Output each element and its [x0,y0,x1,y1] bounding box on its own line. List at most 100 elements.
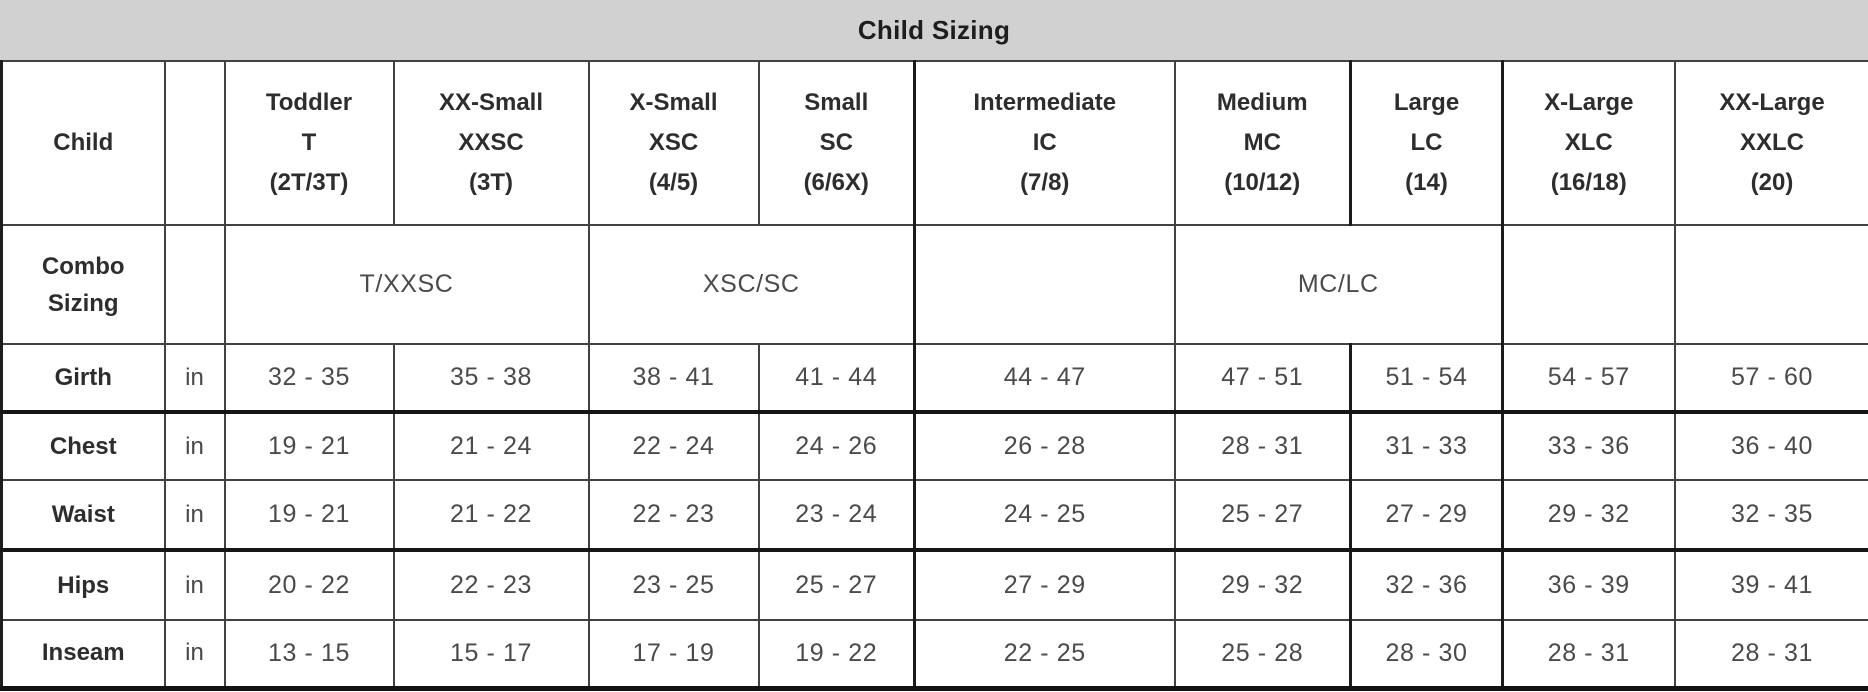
size-range: (16/18) [1550,169,1627,196]
size-code: XSC [648,129,699,156]
value-cell: 28 - 31 [1173,411,1352,481]
size-name: Intermediate [973,89,1117,116]
value-cell: 20 - 22 [223,549,395,621]
value-cell: 39 - 41 [1673,549,1868,621]
value-cell: 27 - 29 [913,549,1176,621]
size-code: XXLC [1739,129,1804,156]
table-row-inseam: Inseam in 13 - 15 15 - 17 17 - 19 19 - 2… [0,619,1868,689]
value-cell: 24 - 26 [757,411,916,481]
size-range: (2T/3T) [269,169,349,196]
combo-group-mc-lc: MC/LC [1173,224,1504,345]
header-cell-unit [163,60,226,226]
value-cell: 51 - 54 [1349,343,1504,414]
value-cell: 33 - 36 [1501,411,1676,481]
value-cell: 25 - 27 [1173,479,1352,552]
value-cell: 23 - 24 [757,479,916,552]
size-name: Large [1393,89,1460,116]
value-cell: 44 - 47 [913,343,1176,414]
combo-row-label-text: Combo Sizing [41,252,125,317]
size-name: Small [804,89,869,116]
value-cell: 22 - 25 [913,619,1176,689]
header-cell-xx-large: XX-Large XXLC (20) [1673,60,1868,226]
value-cell: 32 - 35 [223,343,395,414]
row-label: Girth [0,343,166,414]
page-title: Child Sizing [857,14,1011,45]
value-cell: 21 - 24 [392,411,590,481]
value-cell: 19 - 22 [757,619,916,689]
size-name: X-Small [629,89,718,116]
header-row: Child Toddler T (2T/3T) XX-Small XXSC (3… [0,60,1868,226]
unit-cell: in [163,411,226,481]
row-label: Hips [0,549,166,621]
title-bar: Child Sizing [0,0,1868,60]
value-cell: 28 - 30 [1349,619,1504,689]
size-code: IC [1032,129,1057,156]
table-row-chest: Chest in 19 - 21 21 - 24 22 - 24 24 - 26… [0,411,1868,481]
size-code: XLC [1564,129,1613,156]
header-cell-toddler: Toddler T (2T/3T) [223,60,395,226]
size-range: (14) [1405,169,1448,196]
value-cell: 35 - 38 [392,343,590,414]
child-sizing-table: Child Toddler T (2T/3T) XX-Small XXSC (3… [0,60,1868,691]
size-name: Toddler [265,89,353,116]
size-range: (3T) [469,169,513,196]
value-cell: 36 - 40 [1673,411,1868,481]
unit-cell: in [163,479,226,552]
value-cell: 32 - 36 [1349,549,1504,621]
value-cell: 36 - 39 [1501,549,1676,621]
combo-group-intermediate-empty [913,224,1176,345]
row-label: Chest [0,411,166,481]
value-cell: 41 - 44 [757,343,916,414]
value-cell: 31 - 33 [1349,411,1504,481]
size-range: (20) [1750,169,1794,196]
size-name: Medium [1216,89,1308,116]
header-cell-small: Small SC (6/6X) [757,60,916,226]
size-range: (10/12) [1224,169,1301,196]
value-cell: 27 - 29 [1349,479,1504,552]
size-name: XX-Large [1719,89,1825,116]
size-code: MC [1243,129,1281,156]
value-cell: 22 - 23 [392,549,590,621]
row-label: Inseam [0,619,166,689]
value-cell: 19 - 21 [223,479,395,552]
row-label: Waist [0,479,166,552]
value-cell: 19 - 21 [223,411,395,481]
value-cell: 29 - 32 [1501,479,1676,552]
header-cell-large: Large LC (14) [1349,60,1504,226]
table-row-hips: Hips in 20 - 22 22 - 23 23 - 25 25 - 27 … [0,549,1868,621]
value-cell: 32 - 35 [1673,479,1868,552]
value-cell: 24 - 25 [913,479,1176,552]
combo-group-xsc-sc: XSC/SC [587,224,916,345]
value-cell: 29 - 32 [1173,549,1352,621]
unit-cell: in [163,619,226,689]
size-name: X-Large [1544,89,1634,116]
size-range: (7/8) [1020,169,1070,196]
value-cell: 38 - 41 [587,343,760,414]
value-cell: 28 - 31 [1501,619,1676,689]
value-cell: 57 - 60 [1673,343,1868,414]
header-cell-intermediate: Intermediate IC (7/8) [913,60,1176,226]
header-cell-medium: Medium MC (10/12) [1173,60,1352,226]
value-cell: 15 - 17 [392,619,590,689]
value-cell: 25 - 28 [1173,619,1352,689]
header-cell-xx-small: XX-Small XXSC (3T) [392,60,590,226]
combo-group-x-large-empty [1501,224,1676,345]
value-cell: 21 - 22 [392,479,590,552]
size-name: XX-Small [438,89,544,116]
combo-group-t-xxsc: T/XXSC [223,224,590,345]
value-cell: 13 - 15 [223,619,395,689]
size-code: LC [1410,129,1443,156]
value-cell: 28 - 31 [1673,619,1868,689]
header-cell-x-small: X-Small XSC (4/5) [587,60,760,226]
size-code: XXSC [458,129,524,156]
value-cell: 22 - 23 [587,479,760,552]
size-range: (6/6X) [803,169,869,196]
value-cell: 47 - 51 [1173,343,1352,414]
size-code: SC [819,129,853,156]
header-cell-child: Child [0,60,166,226]
value-cell: 17 - 19 [587,619,760,689]
value-cell: 22 - 24 [587,411,760,481]
combo-row-label: Combo Sizing [0,224,166,345]
table-row-waist: Waist in 19 - 21 21 - 22 22 - 23 23 - 24… [0,479,1868,552]
table-row-girth: Girth in 32 - 35 35 - 38 38 - 41 41 - 44… [0,343,1868,414]
